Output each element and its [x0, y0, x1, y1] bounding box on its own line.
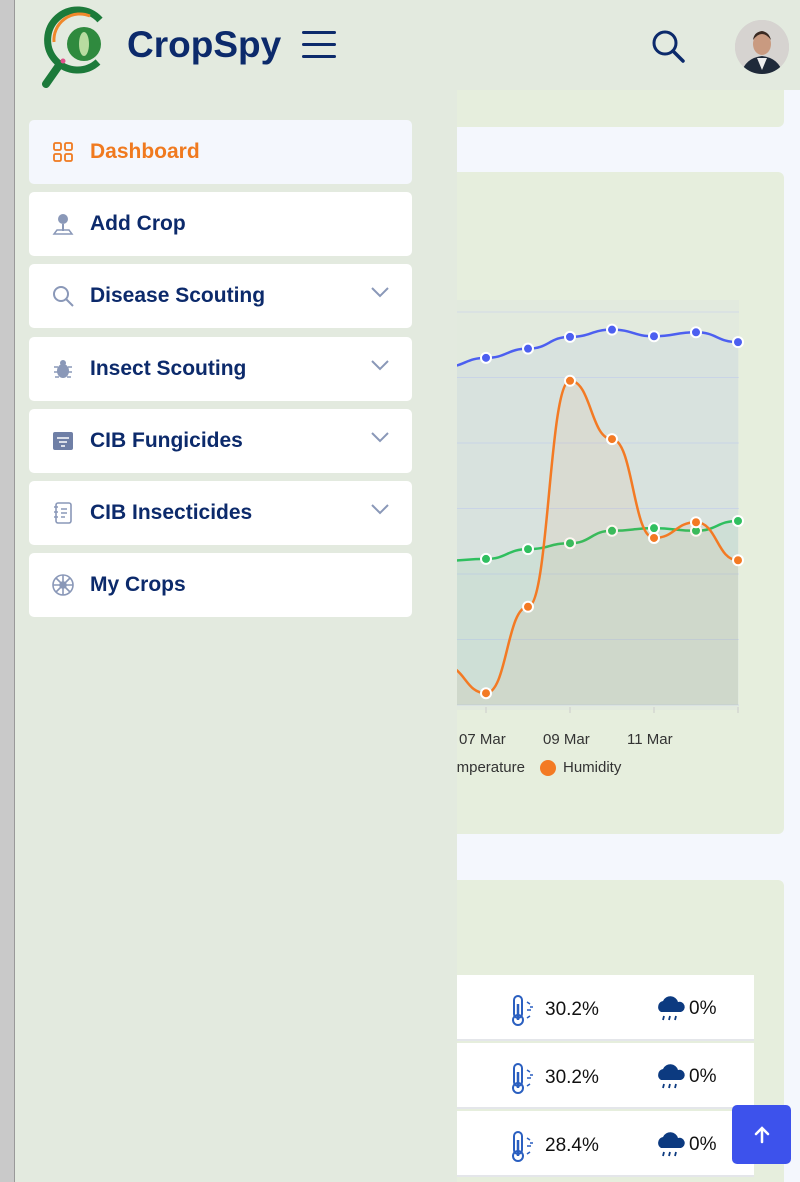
- hamburger-icon[interactable]: [302, 31, 336, 59]
- data-point: [732, 554, 744, 567]
- sidebar-item-disease-scouting[interactable]: Disease Scouting: [29, 264, 412, 328]
- window-edge: [0, 0, 15, 1182]
- sidebar-item-add-crop[interactable]: Add Crop: [29, 192, 412, 256]
- chevron-down-icon[interactable]: [370, 359, 390, 371]
- rain-value: 0%: [689, 998, 717, 1019]
- sidebar-item-my-crops[interactable]: My Crops: [29, 553, 412, 617]
- wheel-icon: [51, 573, 75, 597]
- brand-name[interactable]: CropSpy: [127, 24, 282, 65]
- list-box-icon: [51, 429, 75, 453]
- rain-cloud-icon: [658, 996, 685, 1021]
- humidity-value: 30.2%: [545, 999, 599, 1020]
- data-point: [648, 522, 660, 535]
- data-point: [480, 351, 492, 364]
- data-point: [606, 433, 618, 446]
- x-tick-label: 11 Mar: [627, 731, 673, 748]
- x-tick-label: 07 Mar: [459, 731, 506, 748]
- sidebar-item-insect-scouting[interactable]: Insect Scouting: [29, 337, 412, 401]
- user-avatar[interactable]: [735, 20, 789, 74]
- bug-icon: [51, 357, 75, 381]
- rain-value: 0%: [689, 1066, 717, 1087]
- sidebar-item-cib-insecticides[interactable]: CIB Insecticides: [29, 481, 412, 545]
- notebook-icon: [51, 501, 75, 525]
- legend-humidity-swatch: [540, 760, 556, 776]
- pin-icon: [51, 212, 75, 236]
- x-tick-label: 09 Mar: [543, 731, 590, 748]
- data-point: [564, 537, 576, 550]
- series-area: [444, 380, 738, 705]
- series-area: [444, 520, 738, 705]
- data-point: [648, 531, 660, 544]
- rain-value: 0%: [689, 1134, 717, 1155]
- sidebar-item-label: Dashboard: [90, 140, 200, 163]
- data-point: [732, 514, 744, 527]
- data-point: [606, 524, 618, 537]
- data-point: [522, 543, 534, 556]
- search-icon[interactable]: [650, 28, 686, 64]
- series-area: [444, 329, 738, 705]
- top-header: [15, 0, 800, 90]
- sidebar-item-cib-fungicides[interactable]: CIB Fungicides: [29, 409, 412, 473]
- rain-cloud-icon: [658, 1132, 685, 1157]
- chevron-down-icon[interactable]: [370, 503, 390, 515]
- table-row: 30.2% 0%: [457, 1043, 754, 1109]
- sidebar-item-label: CIB Insecticides: [90, 501, 253, 524]
- sidebar-item-label: My Crops: [90, 573, 186, 596]
- data-point: [690, 326, 702, 339]
- data-point: [564, 330, 576, 343]
- table-row: 30.2% 0%: [457, 975, 754, 1041]
- legend-humidity[interactable]: Humidity: [563, 759, 622, 776]
- thermometer-sun-icon: [512, 1063, 533, 1094]
- thermometer-sun-icon: [512, 995, 533, 1026]
- sidebar-item-label: Insect Scouting: [90, 357, 247, 380]
- chevron-down-icon[interactable]: [370, 286, 390, 298]
- thermometer-sun-icon: [512, 1131, 533, 1162]
- rain-cloud-icon: [658, 1064, 685, 1089]
- plot-area: [457, 300, 739, 710]
- data-point: [732, 336, 744, 349]
- data-point: [648, 330, 660, 343]
- top-card: [457, 90, 784, 127]
- grid-icon: [51, 140, 75, 164]
- arrow-up-icon: [754, 1125, 769, 1143]
- data-point: [606, 323, 618, 336]
- scroll-to-top-button[interactable]: [732, 1105, 791, 1164]
- sidebar-item-label: Add Crop: [90, 212, 186, 235]
- sidebar-item-dashboard[interactable]: Dashboard: [29, 120, 412, 184]
- sidebar-item-label: CIB Fungicides: [90, 429, 243, 452]
- cropspy-logo-icon[interactable]: [38, 6, 114, 88]
- data-point: [522, 342, 534, 355]
- data-point: [480, 552, 492, 565]
- data-point: [522, 600, 534, 613]
- humidity-value: 30.2%: [545, 1067, 599, 1088]
- search-icon: [51, 284, 75, 308]
- data-point: [690, 516, 702, 529]
- data-point: [564, 374, 576, 387]
- humidity-value: 28.4%: [545, 1135, 599, 1156]
- data-point: [480, 687, 492, 700]
- legend-temperature[interactable]: Temperature: [440, 759, 525, 776]
- sidebar-item-label: Disease Scouting: [90, 284, 266, 307]
- table-row: 28.4% 0%: [457, 1111, 754, 1177]
- chevron-down-icon[interactable]: [370, 431, 390, 443]
